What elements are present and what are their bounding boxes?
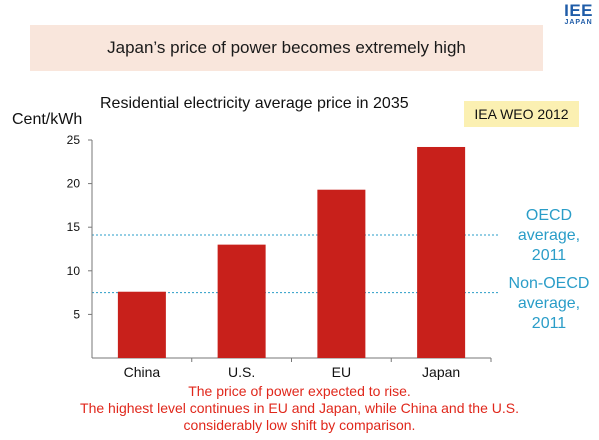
bar	[317, 189, 366, 358]
caption-line: The price of power expected to rise.	[188, 383, 411, 399]
iee-japan-logo: IEE JAPAN	[564, 2, 593, 26]
y-tick-label: 10	[67, 264, 81, 278]
headline: Japan’s price of power becomes extremely…	[107, 38, 466, 57]
source-badge: IEA WEO 2012	[464, 101, 579, 127]
caption-line: The highest level continues in EU and Ja…	[80, 400, 519, 416]
non-oecd-label-line: Non-OECD	[508, 275, 590, 292]
oecd-average-label: OECD average, 2011	[494, 206, 599, 266]
caption-line: considerably low shift by comparison.	[183, 417, 416, 433]
oecd-label-line: OECD	[525, 207, 573, 224]
y-tick-label: 25	[67, 133, 81, 147]
logo-main-text: IEE	[564, 1, 593, 20]
bar	[117, 291, 166, 358]
oecd-label-line: 2011	[531, 247, 567, 264]
y-tick-label: 15	[67, 220, 81, 234]
oecd-label-line: average,	[517, 227, 581, 244]
non-oecd-label-line: 2011	[531, 315, 567, 332]
logo-sub-text: JAPAN	[564, 19, 593, 26]
x-tick-label: EU	[332, 364, 351, 380]
bar	[217, 244, 266, 358]
non-oecd-label-line: average,	[517, 295, 581, 312]
chart-title: Residential electricity average price in…	[100, 95, 409, 112]
x-tick-label: U.S.	[228, 364, 255, 380]
y-tick-label: 5	[73, 307, 80, 321]
y-tick-label: 20	[67, 177, 81, 191]
caption: The price of power expected to rise. The…	[0, 383, 599, 434]
non-oecd-average-label: Non-OECD average, 2011	[494, 274, 599, 334]
x-tick-label: China	[124, 364, 161, 380]
headline-box: Japan’s price of power becomes extremely…	[30, 25, 543, 71]
y-axis-label: Cent/kWh	[12, 111, 83, 128]
bar	[417, 146, 466, 358]
x-tick-label: Japan	[422, 364, 460, 380]
